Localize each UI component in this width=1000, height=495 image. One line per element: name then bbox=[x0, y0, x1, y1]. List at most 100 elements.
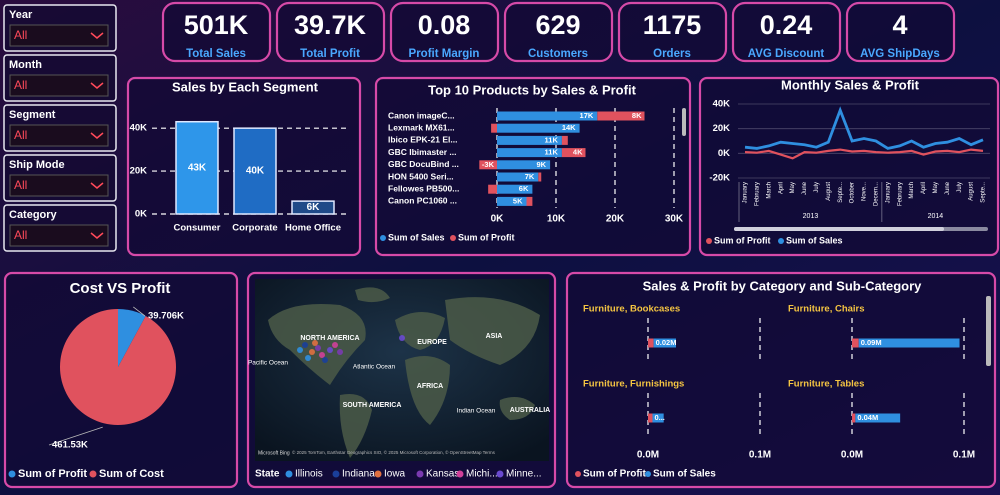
x-tick-label: 10K bbox=[547, 214, 566, 225]
map-label: Pacific Ocean bbox=[248, 360, 288, 367]
x-tick-label: June bbox=[945, 181, 951, 195]
x-tick-label: 0.1M bbox=[953, 450, 975, 461]
slicer-label: Month bbox=[9, 59, 42, 71]
x-tick-label: 30K bbox=[665, 214, 684, 225]
map-label: Indian Ocean bbox=[457, 408, 496, 415]
map-dot bbox=[309, 349, 315, 355]
legend-swatch bbox=[285, 470, 293, 478]
x-tick-label: 0.0M bbox=[637, 450, 659, 461]
map-attribution: © 2025 TomTom, Earthstar Geographics SIO… bbox=[292, 449, 496, 455]
data-label: 40K bbox=[246, 166, 265, 177]
y-tick-label: GBC DocuBind ... bbox=[388, 159, 459, 169]
kpi-card bbox=[845, 1, 956, 63]
data-label: 0... bbox=[654, 413, 664, 422]
bar bbox=[648, 338, 654, 348]
legend-label: Sum of Sales bbox=[786, 235, 843, 245]
map-dot bbox=[312, 340, 318, 346]
x-tick-label: Home Office bbox=[285, 223, 341, 234]
bar bbox=[497, 172, 539, 182]
slicer-label: Category bbox=[9, 209, 58, 221]
x-tick-label: July bbox=[957, 182, 963, 193]
legend-swatch bbox=[332, 470, 340, 478]
map-dot bbox=[327, 347, 333, 353]
panel-title: Furniture, Bookcases bbox=[583, 304, 680, 315]
bar bbox=[497, 135, 562, 145]
data-label: 461.53K bbox=[52, 440, 88, 451]
slicer-dropdown[interactable] bbox=[9, 74, 109, 97]
x-tick-label: August bbox=[969, 182, 975, 201]
legend-label: Sum of Sales bbox=[653, 469, 716, 480]
slicer-label: Segment bbox=[9, 109, 56, 121]
bar bbox=[597, 111, 645, 121]
kpi-label: Total Sales bbox=[186, 48, 246, 60]
x-tick-label: August bbox=[826, 182, 832, 201]
bar bbox=[653, 338, 676, 348]
dropdown-chevron bbox=[90, 82, 104, 89]
data-label: 9K bbox=[537, 160, 547, 169]
legend-swatch bbox=[450, 235, 456, 241]
kpi-value: 0.08 bbox=[418, 10, 471, 40]
x-tick-label: April bbox=[778, 182, 784, 194]
map-label: NORTH AMERICA bbox=[300, 335, 359, 342]
continent bbox=[355, 287, 390, 303]
bar bbox=[852, 338, 859, 348]
kpi-label: Total Profit bbox=[300, 48, 360, 60]
kpi-value: 501K bbox=[184, 10, 249, 40]
slicer-dropdown[interactable] bbox=[9, 224, 109, 247]
x-tick-label: 0.1M bbox=[749, 450, 771, 461]
legend-swatch bbox=[416, 470, 424, 478]
legend-swatch bbox=[380, 235, 386, 241]
legend-swatch bbox=[8, 470, 16, 478]
bar bbox=[233, 127, 277, 215]
slicer-dropdown[interactable] bbox=[9, 24, 109, 47]
slicer-value: All bbox=[14, 128, 27, 142]
legend-swatch bbox=[374, 470, 382, 478]
legend-label: Sum of Profit bbox=[583, 469, 646, 480]
chart-title: Cost VS Profit bbox=[70, 280, 171, 297]
map-dot bbox=[322, 357, 328, 363]
bar bbox=[538, 172, 542, 182]
legend-label: Michi... bbox=[466, 469, 498, 480]
data-label: 6K bbox=[307, 202, 321, 213]
pie-slice bbox=[59, 309, 176, 425]
y-tick-label: 20K bbox=[130, 166, 148, 177]
x-tick-label: Nove... bbox=[862, 182, 868, 201]
data-label: 11K bbox=[545, 135, 559, 144]
legend-label: Sum of Profit bbox=[714, 235, 771, 245]
map-label: AUSTRALIA bbox=[510, 407, 550, 414]
kpi-label: Customers bbox=[528, 48, 588, 60]
bar bbox=[652, 413, 664, 423]
panel-frame bbox=[565, 271, 997, 489]
map-dot bbox=[399, 335, 405, 341]
dropdown-chevron bbox=[90, 182, 104, 189]
slicer-dropdown[interactable] bbox=[9, 174, 109, 197]
y-tick-label: GBC Ibimaster ... bbox=[388, 147, 457, 157]
map-label: AFRICA bbox=[417, 383, 443, 390]
legend-label: Sum of Cost bbox=[99, 468, 164, 480]
y-tick-label: -20K bbox=[709, 173, 730, 184]
legend-label: Minne... bbox=[506, 469, 542, 480]
slicer-dropdown[interactable] bbox=[9, 124, 109, 147]
chart-title: Sales & Profit by Category and Sub-Categ… bbox=[643, 278, 923, 293]
data-label: 11K bbox=[545, 148, 559, 157]
bar bbox=[561, 135, 568, 145]
leader-line bbox=[133, 306, 146, 317]
data-label: 6K bbox=[519, 184, 529, 193]
map-dot bbox=[337, 349, 343, 355]
bar bbox=[175, 120, 219, 215]
kpi-label: AVG Discount bbox=[748, 48, 825, 60]
kpi-value: 1175 bbox=[643, 10, 702, 40]
year-label: 2014 bbox=[928, 213, 944, 220]
dropdown-chevron bbox=[90, 32, 104, 39]
map-dot bbox=[332, 342, 338, 348]
bar bbox=[497, 148, 562, 158]
scrollbar bbox=[682, 108, 686, 136]
kpi-card bbox=[389, 1, 500, 63]
slicer-value: All bbox=[14, 78, 27, 92]
legend-swatch bbox=[456, 470, 464, 478]
legend-label: Indiana bbox=[342, 469, 375, 480]
chart-title: Sales by Each Segment bbox=[172, 79, 319, 94]
map-dot bbox=[297, 347, 303, 353]
y-tick-label: Canon imageC... bbox=[388, 110, 455, 120]
y-tick-label: 0K bbox=[135, 209, 147, 220]
